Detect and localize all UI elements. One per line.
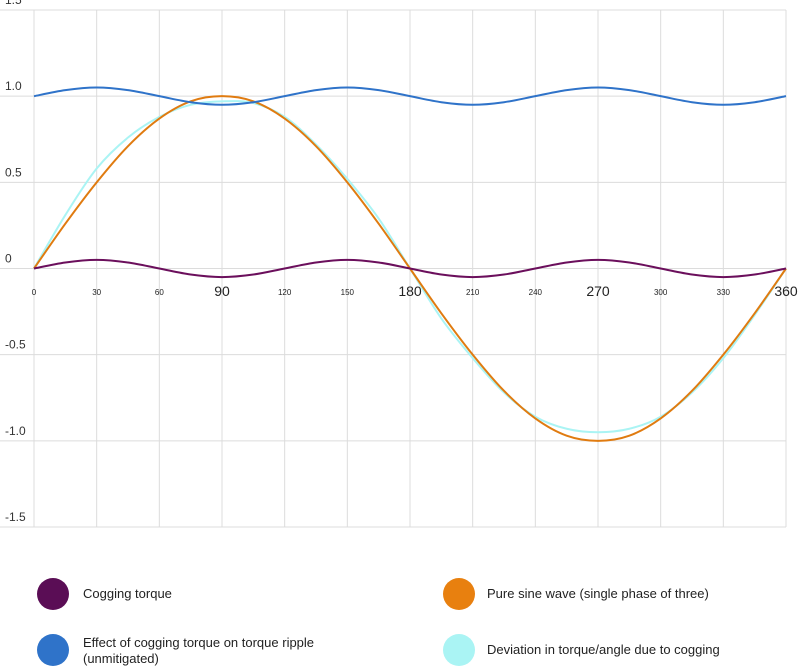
legend-item-cogging-torque: Cogging torque bbox=[37, 578, 172, 610]
legend-label-pure-sine-wave: Pure sine wave (single phase of three) bbox=[487, 586, 709, 601]
legend-swatch-deviation bbox=[443, 634, 475, 666]
legend-label-deviation: Deviation in torque/angle due to cogging bbox=[487, 642, 720, 657]
legend-label-torque-ripple: Effect of cogging torque on torque rippl… bbox=[83, 635, 315, 666]
y-tick-label: -0.5 bbox=[5, 338, 26, 352]
line-chart: 1.5 1.0 0.5 0 -0.5 -1.0 -1.5 0 30 60 90 120 150 180 2… bbox=[0, 0, 798, 528]
y-tick-label: 1.0 bbox=[5, 79, 22, 93]
legend-item-torque-ripple: Effect of cogging torque on torque rippl… bbox=[37, 634, 363, 667]
legend-swatch-torque-ripple bbox=[37, 634, 69, 666]
x-tick-label: 180 bbox=[398, 283, 422, 299]
x-tick-label: 360 bbox=[774, 283, 798, 299]
x-tick-label: 30 bbox=[92, 288, 101, 297]
y-tick-label: -1.0 bbox=[5, 424, 26, 438]
series-line-3 bbox=[33, 258, 787, 279]
x-tick-label: 60 bbox=[155, 288, 164, 297]
y-axis-ticks: 1.5 1.0 0.5 0 -0.5 -1.0 -1.5 bbox=[5, 0, 26, 524]
x-tick-label: 240 bbox=[529, 288, 543, 297]
legend-swatch-pure-sine-wave bbox=[443, 578, 475, 610]
y-tick-label: 0 bbox=[5, 252, 12, 266]
chart-grid bbox=[0, 9, 787, 528]
legend-swatch-cogging-torque bbox=[37, 578, 69, 610]
legend-item-deviation: Deviation in torque/angle due to cogging bbox=[443, 634, 720, 666]
x-tick-label: 300 bbox=[654, 288, 668, 297]
x-tick-label: 210 bbox=[466, 288, 480, 297]
x-tick-label: 150 bbox=[341, 288, 355, 297]
x-axis-ticks: 0 30 60 90 120 150 180 210 240 270 300 330 360 bbox=[32, 283, 798, 299]
x-tick-label: 90 bbox=[214, 283, 230, 299]
x-tick-label: 120 bbox=[278, 288, 292, 297]
x-tick-label: 270 bbox=[586, 283, 610, 299]
y-tick-label: 0.5 bbox=[5, 165, 22, 179]
legend-label-cogging-torque: Cogging torque bbox=[83, 586, 172, 601]
chart-legend: Cogging torque Pure sine wave (single ph… bbox=[0, 560, 800, 667]
series-line-2 bbox=[33, 86, 787, 106]
legend-item-pure-sine-wave: Pure sine wave (single phase of three) bbox=[443, 578, 709, 610]
x-tick-label: 0 bbox=[32, 288, 37, 297]
x-tick-label: 330 bbox=[717, 288, 731, 297]
y-tick-label: -1.5 bbox=[5, 510, 26, 524]
y-tick-label: 1.5 bbox=[5, 0, 22, 7]
chart-series bbox=[33, 86, 787, 442]
